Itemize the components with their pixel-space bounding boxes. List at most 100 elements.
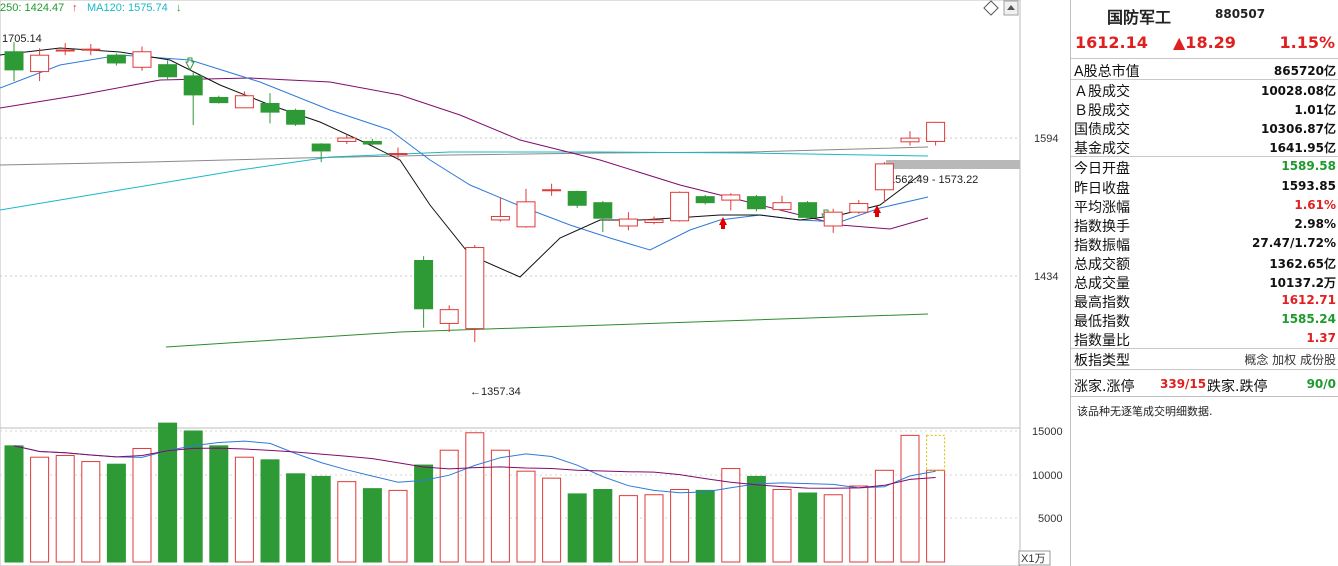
volume-bar [490, 449, 510, 563]
low-annotation: ←1357.34 [470, 386, 521, 398]
ma-line-5 [0, 47, 921, 278]
stat-row: 今日开盘 1589.58 [1071, 157, 1338, 177]
volume-bar [798, 492, 818, 563]
candle [823, 208, 843, 233]
quote-panel: 国防军工 880507 1612.14 ▲18.29 1.15% A股总市值 86… [1070, 0, 1338, 566]
stat-row: 最低指数 1585.24 [1071, 310, 1338, 331]
updown-value-up: 339/15 [1160, 377, 1207, 391]
kline-chart[interactable]: 250: 1424.47 ↑ MA120: 1575.74 ↓ 1594 143… [0, 0, 1070, 566]
candle-body [695, 196, 715, 204]
volume-bar [209, 445, 229, 563]
stat-row: 指数量比 1.37 [1071, 329, 1338, 350]
volume-unit: X1万 [1021, 553, 1045, 565]
stat-value: 1585.24 [1281, 312, 1336, 327]
volume-bar [900, 434, 920, 563]
candle-body [362, 140, 382, 145]
index-code: 880507 [1215, 7, 1266, 21]
scroll-up-icon[interactable] [1003, 0, 1019, 16]
stat-label: Ｂ股成交 [1074, 103, 1130, 120]
volume-bar [721, 468, 741, 563]
ma250-label: 250: 1424.47 [0, 2, 64, 14]
candle [260, 93, 280, 124]
candle [388, 147, 408, 161]
stat-label: 最低指数 [1074, 314, 1130, 331]
candle [362, 138, 382, 145]
candlestick-series [4, 42, 946, 343]
stat-row: 板指类型 概念 加权 成份股 [1071, 349, 1338, 370]
candle-body [746, 196, 766, 210]
diamond-icon[interactable] [983, 0, 999, 16]
candle [567, 190, 587, 208]
updown-label-up: 涨家.涨停 [1074, 379, 1135, 395]
candle [106, 53, 126, 66]
stat-row: 指数换手 2.98% [1071, 215, 1338, 235]
stat-row: Ｂ股成交 1.01亿 [1071, 99, 1338, 120]
candle [593, 200, 613, 233]
candle [311, 143, 331, 163]
candle-body [567, 190, 587, 206]
stat-value: 2.98% [1294, 216, 1336, 231]
divider [1071, 396, 1338, 397]
stat-value: 1589.58 [1281, 159, 1336, 174]
stat-label: 总成交量 [1074, 276, 1130, 293]
updown-label-down: 跌家.跌停 [1207, 379, 1268, 395]
volume-bar [772, 489, 792, 563]
candle [81, 43, 101, 56]
volume-bar [670, 489, 690, 563]
candle-body [874, 163, 894, 191]
candle-body [81, 48, 101, 51]
candle-body [849, 203, 869, 213]
stat-row: 国债成交 10306.87亿 [1071, 118, 1338, 138]
buy-signal-icon [873, 205, 881, 217]
candle [542, 183, 562, 196]
volume-bar [695, 489, 715, 563]
volume-bar [337, 481, 357, 563]
stat-value: 10137.2万 [1269, 276, 1336, 291]
candle-body [542, 189, 562, 192]
stat-row: 基金成交 1641.95亿 [1071, 137, 1338, 158]
candle [618, 212, 638, 231]
price-tick-1594: 1594 [1034, 133, 1058, 145]
stat-label: Ａ股成交 [1074, 84, 1130, 101]
stat-value: 10306.87亿 [1260, 122, 1336, 137]
ma120-label: MA120: 1575.74 [87, 2, 168, 14]
stat-row: 昨日收盘 1593.85 [1071, 177, 1338, 197]
stats-table: A股总市值 865720亿 Ａ股成交 10028.08亿 Ｂ股成交 1.01亿 国债成交 10… [1071, 60, 1338, 370]
stat-label: A股总市值 [1074, 64, 1140, 80]
stat-label: 总成交额 [1074, 256, 1130, 273]
candle-body [337, 137, 357, 142]
candle-body [286, 109, 306, 125]
candle-body [644, 219, 664, 224]
volume-unit-box [1018, 550, 1051, 566]
volume-bar [465, 432, 485, 563]
candle [721, 193, 741, 211]
volume-bar [55, 454, 75, 563]
candle-body [234, 95, 254, 109]
candle [209, 95, 229, 104]
candle-body [55, 49, 75, 52]
candle-body [260, 103, 280, 113]
price-change: ▲18.29 [1173, 33, 1236, 52]
volume-bar [593, 489, 613, 563]
ma-line-250 [0, 146, 929, 166]
candle [874, 162, 894, 203]
candle-body [516, 201, 536, 228]
stat-value: 1.01亿 [1294, 103, 1336, 118]
stat-value[interactable]: 概念 加权 成份股 [1244, 353, 1336, 368]
volume-bar [823, 494, 843, 563]
stat-row: A股总市值 865720亿 [1071, 60, 1338, 81]
volume-bar [567, 493, 587, 563]
candle-body [132, 51, 152, 68]
buy-signal-icon [719, 217, 727, 229]
range-marker-bar[interactable] [886, 160, 1020, 169]
candle-body [183, 75, 203, 96]
candle [183, 72, 203, 126]
stat-row: 最高指数 1612.71 [1071, 291, 1338, 311]
candle-body [4, 51, 24, 71]
candle [798, 200, 818, 219]
stat-value: 1641.95亿 [1269, 141, 1336, 156]
range-marker-label: 1562.49 - 1573.22 [889, 174, 978, 186]
candle [465, 244, 485, 343]
candle [746, 194, 766, 212]
ma250-arrow: ↑ [72, 2, 78, 14]
